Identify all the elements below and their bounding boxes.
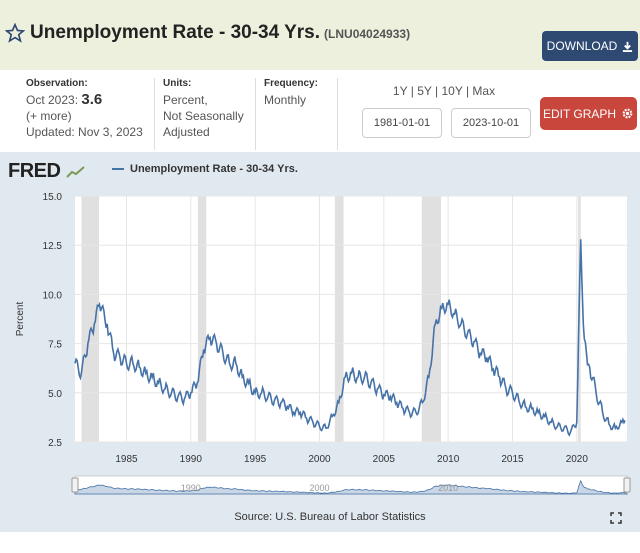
end-date-input[interactable]: 2023-10-01 <box>451 108 531 138</box>
y-axis-label: Percent <box>15 302 26 337</box>
navigator-handle[interactable] <box>623 477 631 493</box>
x-tick-label: 2010 <box>437 454 460 465</box>
divider <box>255 78 256 150</box>
divider <box>337 78 338 150</box>
x-tick-label: 1995 <box>244 454 267 465</box>
observation-period: Oct 2023: <box>26 93 79 107</box>
series-id: (LNU04024933) <box>324 27 411 41</box>
units-label: Units: <box>163 78 192 89</box>
download-button[interactable]: DOWNLOAD <box>542 31 638 61</box>
y-tick-label: 15.0 <box>43 192 63 203</box>
legend-swatch <box>112 168 124 170</box>
series-title: Unemployment Rate - 30-34 Yrs. <box>30 22 321 43</box>
title-bar <box>0 0 640 70</box>
line-chart[interactable]: 2.5 5.0 7.5 10.0 12.5 15.0 1985 1990 1995 2000 200… <box>0 180 640 500</box>
bottom-strip <box>0 532 640 553</box>
range-separator: | <box>465 84 470 98</box>
navigator-handle[interactable] <box>71 477 79 493</box>
frequency-block: Frequency: Monthly <box>264 76 318 108</box>
y-tick-label: 12.5 <box>43 241 63 252</box>
x-tick-label: 2000 <box>308 454 331 465</box>
frequency-label: Frequency: <box>264 78 318 89</box>
range-1y[interactable]: 1Y <box>392 84 408 98</box>
chart-legend: Unemployment Rate - 30-34 Yrs. <box>112 163 298 175</box>
observation-label: Observation: <box>26 78 88 89</box>
page-title: Unemployment Rate - 30-34 Yrs. (LNU040249… <box>30 22 410 44</box>
observation-value: 3.6 <box>81 91 103 108</box>
y-tick-label: 2.5 <box>48 438 62 449</box>
x-tick-label: 2015 <box>501 454 524 465</box>
plot-background <box>75 196 627 442</box>
download-label: DOWNLOAD <box>546 39 618 53</box>
source-note: Source: U.S. Bureau of Labor Statistics <box>234 511 426 523</box>
x-tick-label: 1985 <box>115 454 138 465</box>
y-tick-label: 10.0 <box>43 290 63 301</box>
units-line-1: Percent, <box>163 93 208 107</box>
navigator-label: 2000 <box>309 483 329 493</box>
navigator-label: 1990 <box>181 483 201 493</box>
range-max[interactable]: Max <box>472 84 496 98</box>
range-separator: | <box>410 84 414 98</box>
y-tick-label: 5.0 <box>48 389 62 400</box>
y-tick-label: 7.5 <box>48 340 62 351</box>
divider <box>154 78 155 150</box>
download-icon <box>623 41 633 52</box>
more-link[interactable]: (+ more) <box>26 109 72 123</box>
units-block: Units: Percent, Not Seasonally Adjusted <box>163 76 244 140</box>
units-line-3: Adjusted <box>163 125 210 139</box>
range-selector: 1Y | 5Y | 10Y | Max <box>372 84 516 98</box>
star-icon[interactable] <box>5 23 25 43</box>
recession-band <box>334 196 344 442</box>
navigator-series <box>74 479 629 495</box>
start-date-input[interactable]: 1981-01-01 <box>362 108 442 138</box>
range-5y[interactable]: 5Y <box>417 84 432 98</box>
range-10y[interactable]: 10Y <box>441 84 463 98</box>
navigator-label: 2010 <box>438 483 458 493</box>
legend-label: Unemployment Rate - 30-34 Yrs. <box>130 163 298 175</box>
gear-icon <box>622 108 633 119</box>
edit-graph-label: EDIT GRAPH <box>542 106 617 121</box>
x-tick-label: 2020 <box>566 454 589 465</box>
observation-block: Observation: Oct 2023: 3.6 (+ more) Upda… <box>26 76 143 140</box>
fred-logo-graph-icon <box>65 165 85 178</box>
x-tick-label: 2005 <box>373 454 396 465</box>
recession-band <box>197 196 207 442</box>
fred-logo-text: FRED <box>8 160 61 182</box>
fred-logo: FRED <box>8 160 86 183</box>
units-line-2: Not Seasonally <box>163 109 244 123</box>
updated-date: Updated: Nov 3, 2023 <box>26 125 143 139</box>
x-tick-label: 1990 <box>180 454 203 465</box>
frequency-value: Monthly <box>264 93 307 107</box>
recession-band <box>421 196 442 442</box>
series-line <box>74 239 626 437</box>
fullscreen-icon[interactable] <box>610 512 622 524</box>
edit-graph-button[interactable]: EDIT GRAPH <box>540 97 637 130</box>
recession-band <box>81 196 100 442</box>
range-separator: | <box>435 84 439 98</box>
